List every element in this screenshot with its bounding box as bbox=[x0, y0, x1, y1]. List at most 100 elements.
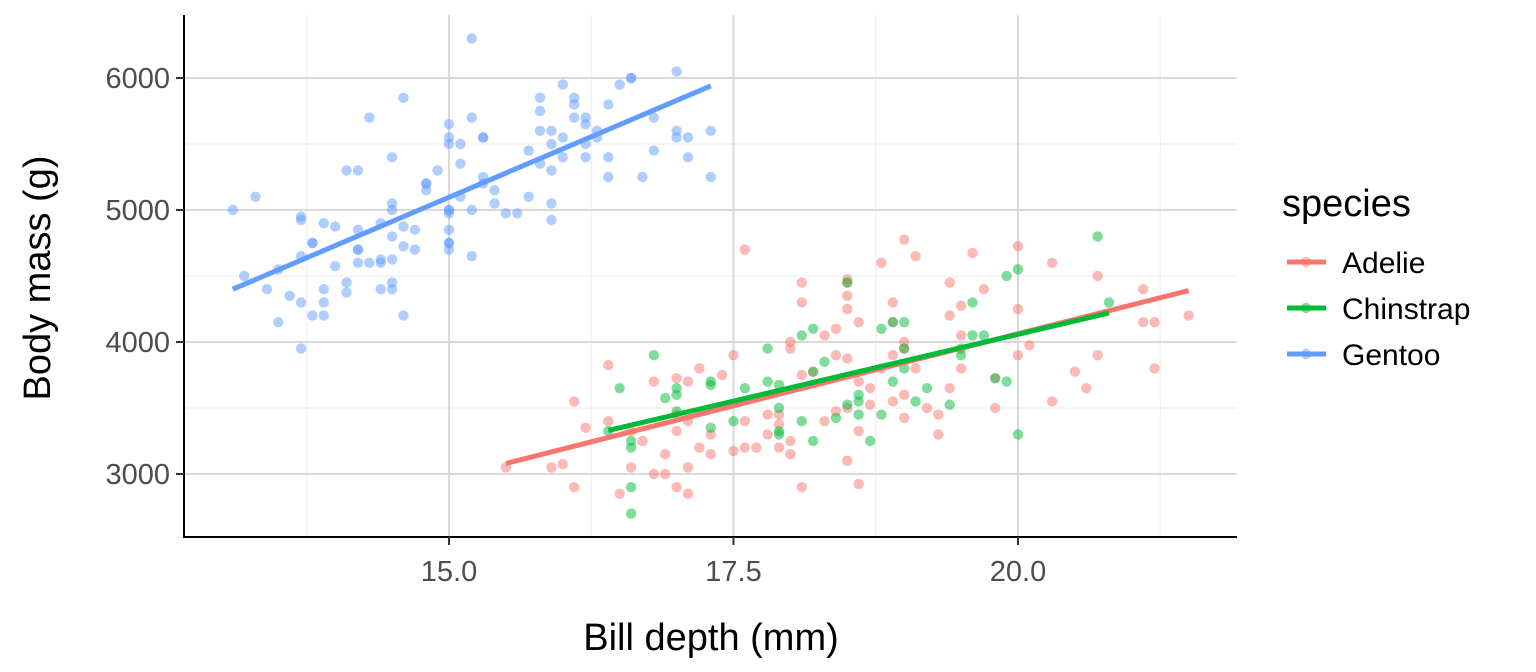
point-adelie bbox=[853, 478, 864, 490]
y-tick-label: 3000 bbox=[105, 459, 170, 491]
point-adelie bbox=[1183, 310, 1194, 321]
point-gentoo bbox=[443, 132, 455, 143]
point-gentoo bbox=[295, 214, 307, 226]
point-adelie bbox=[796, 277, 807, 288]
point-chinstrap bbox=[705, 422, 716, 433]
point-adelie bbox=[580, 422, 591, 433]
point-gentoo bbox=[489, 198, 500, 209]
point-gentoo bbox=[341, 287, 352, 298]
point-gentoo bbox=[295, 343, 307, 354]
fit-line-gentoo bbox=[231, 83, 712, 292]
point-adelie bbox=[853, 425, 864, 437]
point-adelie bbox=[830, 350, 842, 361]
point-gentoo bbox=[295, 297, 307, 308]
point-adelie bbox=[728, 350, 739, 361]
point-adelie bbox=[1046, 396, 1058, 407]
point-chinstrap bbox=[842, 277, 853, 288]
point-chinstrap bbox=[1001, 376, 1012, 387]
point-adelie bbox=[1137, 317, 1149, 328]
point-adelie bbox=[648, 376, 660, 387]
point-gentoo bbox=[568, 112, 580, 123]
point-adelie bbox=[933, 429, 944, 440]
point-gentoo bbox=[386, 198, 398, 209]
point-gentoo bbox=[546, 198, 557, 209]
point-chinstrap bbox=[1103, 297, 1115, 308]
point-gentoo bbox=[523, 145, 534, 156]
point-gentoo bbox=[523, 191, 534, 202]
point-gentoo bbox=[318, 297, 330, 308]
point-gentoo bbox=[307, 310, 318, 321]
point-adelie bbox=[1012, 303, 1024, 315]
point-adelie bbox=[625, 462, 637, 473]
point-adelie bbox=[1024, 340, 1035, 351]
point-gentoo bbox=[637, 171, 648, 183]
point-gentoo bbox=[227, 204, 238, 216]
point-gentoo bbox=[648, 145, 660, 156]
point-gentoo bbox=[580, 112, 591, 123]
point-gentoo bbox=[364, 112, 375, 123]
point-gentoo bbox=[318, 284, 330, 295]
point-adelie bbox=[694, 363, 705, 374]
point-adelie bbox=[796, 369, 807, 381]
point-chinstrap bbox=[1012, 429, 1024, 440]
point-gentoo bbox=[489, 185, 500, 196]
point-adelie bbox=[887, 396, 899, 407]
point-gentoo bbox=[443, 119, 455, 130]
point-adelie bbox=[568, 396, 580, 407]
point-adelie bbox=[785, 336, 796, 348]
legend-label-gentoo: Gentoo bbox=[1342, 339, 1440, 372]
point-adelie bbox=[887, 297, 899, 308]
point-gentoo bbox=[352, 257, 364, 268]
point-gentoo bbox=[386, 254, 398, 265]
point-chinstrap bbox=[625, 442, 637, 453]
point-adelie bbox=[682, 462, 694, 473]
point-gentoo bbox=[557, 152, 568, 163]
point-adelie bbox=[568, 482, 580, 493]
point-adelie bbox=[842, 303, 853, 315]
point-gentoo bbox=[409, 224, 421, 235]
point-adelie bbox=[933, 409, 944, 420]
point-gentoo bbox=[352, 165, 364, 176]
point-gentoo bbox=[443, 224, 455, 235]
point-gentoo bbox=[671, 125, 682, 136]
point-gentoo bbox=[477, 132, 489, 143]
point-adelie bbox=[899, 389, 910, 400]
point-gentoo bbox=[466, 204, 477, 216]
point-gentoo bbox=[341, 277, 352, 288]
point-adelie bbox=[739, 244, 751, 255]
point-gentoo bbox=[671, 66, 682, 77]
fit-line-chinstrap bbox=[607, 310, 1110, 433]
point-gentoo bbox=[398, 92, 409, 104]
point-chinstrap bbox=[614, 383, 625, 394]
point-gentoo bbox=[409, 244, 421, 255]
point-adelie bbox=[694, 442, 705, 453]
point-gentoo bbox=[625, 72, 637, 84]
point-adelie bbox=[751, 442, 762, 453]
point-chinstrap bbox=[944, 399, 955, 410]
point-chinstrap bbox=[796, 330, 807, 341]
point-chinstrap bbox=[921, 383, 933, 394]
point-gentoo bbox=[546, 165, 557, 176]
point-adelie bbox=[1092, 270, 1103, 282]
point-gentoo bbox=[534, 125, 546, 136]
point-adelie bbox=[910, 363, 921, 374]
point-adelie bbox=[967, 247, 978, 259]
point-chinstrap bbox=[1092, 231, 1103, 242]
point-gentoo bbox=[330, 260, 341, 272]
point-adelie bbox=[671, 373, 682, 384]
point-adelie bbox=[944, 310, 955, 321]
point-gentoo bbox=[330, 221, 341, 232]
point-chinstrap bbox=[876, 409, 887, 420]
point-gentoo bbox=[648, 112, 660, 123]
point-adelie bbox=[739, 416, 751, 427]
point-adelie bbox=[648, 468, 660, 480]
point-gentoo bbox=[307, 237, 318, 249]
point-chinstrap bbox=[807, 435, 819, 447]
y-tick-label: 6000 bbox=[105, 63, 170, 95]
point-adelie bbox=[796, 482, 807, 493]
point-chinstrap bbox=[1012, 264, 1024, 275]
point-chinstrap bbox=[899, 317, 910, 328]
legend-title: species bbox=[1282, 183, 1411, 225]
point-gentoo bbox=[443, 237, 455, 249]
point-gentoo bbox=[398, 221, 409, 232]
